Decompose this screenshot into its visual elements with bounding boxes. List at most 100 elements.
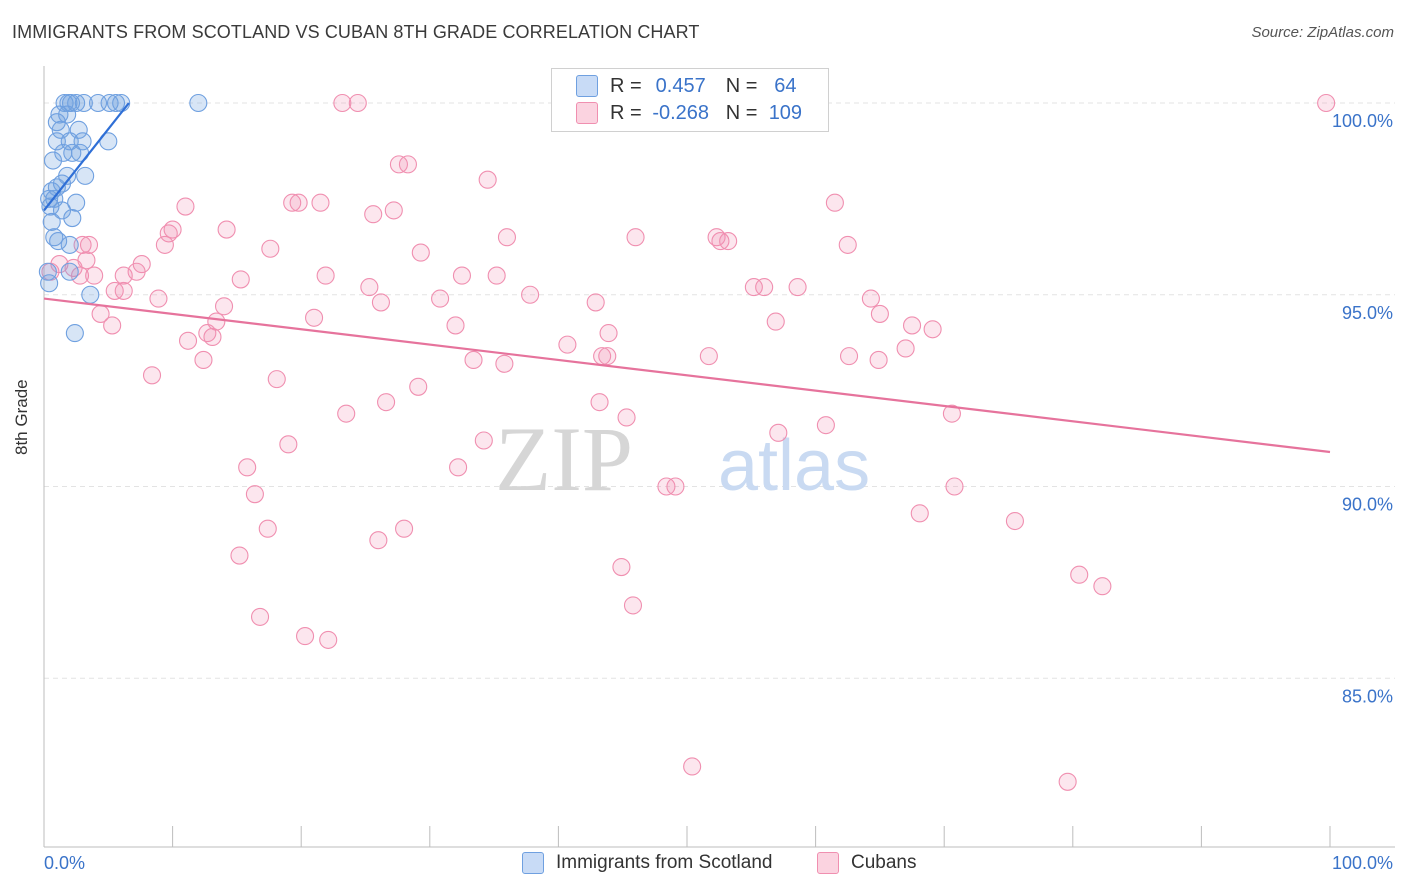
cubans-point [910, 504, 929, 523]
legend-swatch-cubans [576, 102, 598, 124]
scotland-point [81, 285, 100, 304]
cubans-point [719, 232, 738, 251]
cubans-point [666, 477, 685, 496]
scotland-point [65, 324, 84, 343]
legend-swatch-scotland [576, 75, 598, 97]
cubans-point [711, 232, 730, 251]
cubans-point [103, 316, 122, 335]
legend-row-scotland: R = 0.457 N = 64 [576, 74, 813, 98]
y-tick-label: 90.0% [1342, 495, 1393, 515]
scotland-point [63, 209, 82, 228]
legend-n-value: 64 [774, 74, 797, 97]
cubans-point [896, 339, 915, 358]
cubans-point [178, 331, 198, 350]
cubans-point [449, 458, 468, 477]
scotland-point [60, 235, 79, 254]
scotland-point [52, 201, 72, 220]
cubans-point [203, 327, 222, 346]
cubans-point [478, 170, 497, 189]
cubans-point [612, 557, 631, 577]
cubans-point [431, 289, 450, 308]
cubans-point [839, 347, 859, 366]
x-tick-label: 0.0% [44, 853, 85, 873]
cubans-point [409, 377, 428, 396]
cubans-point [371, 293, 390, 312]
cubans-point [258, 519, 277, 538]
watermark-atlas: atlas [718, 426, 870, 506]
cubans-point [558, 335, 577, 354]
cubans-point [623, 596, 643, 615]
legend-r-label: R = [610, 74, 642, 97]
cubans-point [744, 278, 763, 297]
cubans-point [279, 435, 298, 454]
series-legend: Immigrants from Scotland Cubans [0, 852, 1406, 878]
cubans-point [838, 235, 857, 254]
legend-label-scotland: Immigrants from Scotland [556, 852, 773, 873]
legend-swatch-scotland [522, 852, 544, 874]
scotland-points [38, 93, 208, 343]
cubans-point [114, 281, 133, 300]
cubans-point [923, 320, 942, 339]
watermark-zip: ZIP [495, 408, 633, 510]
cubans-point [495, 354, 514, 373]
y-tick-label: 85.0% [1342, 686, 1393, 706]
cubans-point [766, 312, 785, 331]
cubans-point [142, 366, 162, 385]
cubans-point [599, 324, 618, 343]
scotland-point [67, 193, 86, 212]
cubans-point [296, 627, 315, 646]
cubans-point [364, 205, 383, 224]
tick-labels: 85.0% 90.0% 95.0% 100.0% 0.0% 100.0% [44, 111, 1393, 873]
legend-item-scotland[interactable]: Immigrants from Scotland [522, 852, 772, 874]
legend-n-label: N = [725, 74, 758, 97]
correlation-legend: R = 0.457 N = 64 R = -0.268 N = 109 [551, 68, 829, 132]
cubans-point [586, 293, 605, 312]
cubans-trend-line [43, 297, 1331, 454]
cubans-point [79, 235, 99, 254]
legend-label-cubans: Cubans [851, 852, 917, 873]
legend-n-value: 109 [768, 101, 803, 124]
y-tick-label: 95.0% [1342, 303, 1393, 323]
cubans-points [41, 93, 1336, 791]
scotland-point [73, 132, 92, 151]
scotland-point [60, 262, 79, 281]
chart-title: IMMIGRANTS FROM SCOTLAND VS CUBAN 8TH GR… [12, 22, 700, 42]
scotland-trend-line [43, 102, 130, 212]
legend-r-value: -0.268 [652, 101, 710, 124]
cubans-point [769, 423, 788, 442]
cubans-point [319, 630, 338, 649]
cubans-point [1058, 772, 1077, 791]
scotland-point [40, 189, 59, 208]
scotland-point [112, 93, 131, 113]
cubans-point [411, 243, 430, 262]
scotland-point [42, 212, 61, 231]
scotland-point [43, 151, 63, 170]
cubans-point [348, 93, 367, 113]
scotland-point [76, 166, 95, 185]
cubans-point [261, 239, 280, 258]
cubans-point [755, 278, 774, 297]
cubans-point [825, 193, 844, 212]
cubans-point [305, 308, 324, 327]
cubans-point [283, 193, 302, 212]
legend-item-cubans[interactable]: Cubans [817, 852, 917, 874]
scotland-point [41, 197, 60, 216]
x-tick-label: 100.0% [1332, 853, 1393, 873]
cubans-point [250, 607, 270, 626]
scotland-point [47, 132, 66, 151]
scotland-point [60, 132, 79, 151]
scotland-point [61, 93, 81, 113]
cubans-point [452, 266, 472, 285]
cubans-point [231, 270, 250, 289]
cubans-point [194, 350, 213, 370]
cubans-point [377, 393, 396, 412]
scotland-point [58, 105, 77, 124]
cubans-point [395, 519, 414, 538]
cubans-point [214, 297, 234, 316]
cubans-point [267, 370, 286, 389]
cubans-point [945, 477, 964, 496]
cubans-point [316, 266, 335, 285]
legend-r-value: 0.457 [655, 74, 706, 97]
cubans-point [70, 266, 90, 285]
scotland-point [74, 93, 93, 113]
